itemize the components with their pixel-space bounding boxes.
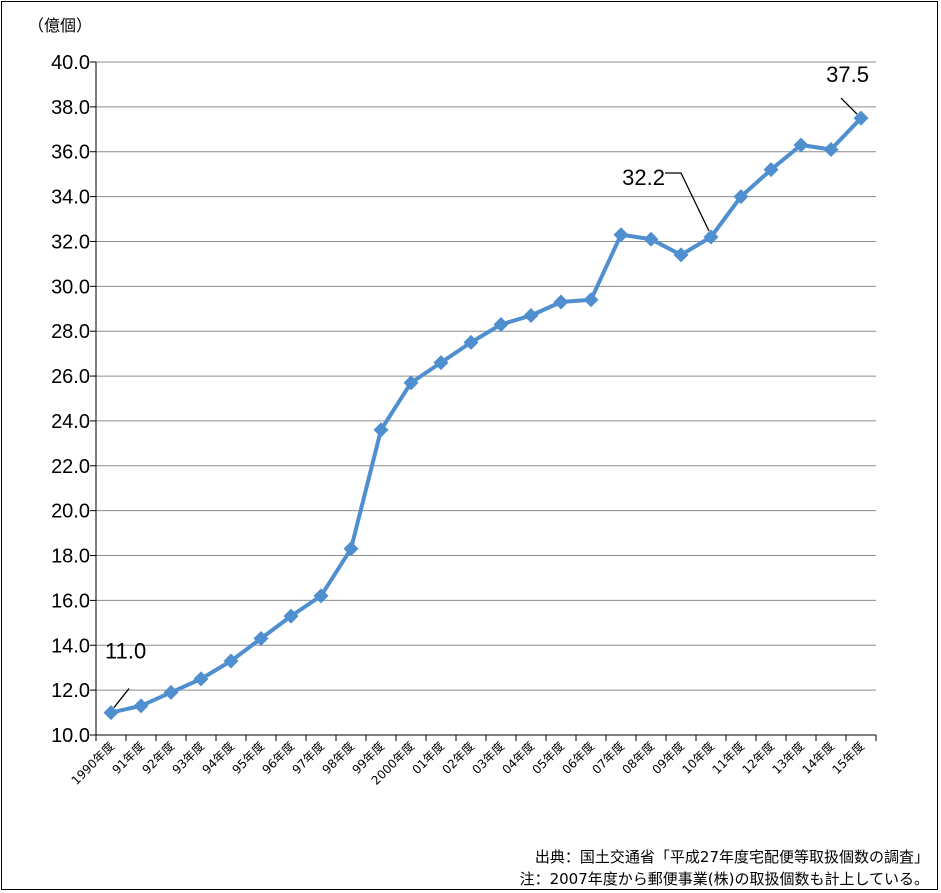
data-point-marker bbox=[553, 294, 569, 310]
x-tick-label: 97年度 bbox=[289, 739, 327, 777]
x-tick-label: 09年度 bbox=[649, 739, 687, 777]
data-point-marker bbox=[703, 229, 719, 245]
data-label: 37.5 bbox=[826, 62, 869, 87]
data-point-marker bbox=[823, 141, 839, 157]
y-tick-label: 26.0 bbox=[51, 366, 90, 388]
data-series bbox=[103, 110, 869, 721]
data-point-marker bbox=[523, 307, 539, 323]
x-tick-label: 93年度 bbox=[169, 739, 207, 777]
data-point-marker bbox=[133, 698, 149, 714]
data-point-marker bbox=[643, 231, 659, 247]
x-tick-label: 13年度 bbox=[769, 739, 807, 777]
data-point-marker bbox=[673, 247, 689, 263]
data-point-marker bbox=[313, 588, 329, 604]
gridlines bbox=[96, 61, 876, 691]
data-point-marker bbox=[223, 653, 239, 669]
y-axis-ticks: 10.0 12.0 14.0 16.0 18.0 20.0 22.0 24.0 26.0 28.0… bbox=[51, 52, 96, 747]
x-tick-label: 96年度 bbox=[259, 739, 297, 777]
data-point-marker bbox=[613, 227, 629, 243]
y-tick-label: 38.0 bbox=[51, 97, 90, 119]
x-tick-label: 94年度 bbox=[199, 739, 237, 777]
annotation-leader bbox=[113, 688, 130, 708]
x-tick-label: 02年度 bbox=[439, 739, 477, 777]
data-point-marker bbox=[163, 684, 179, 700]
x-tick-label: 11年度 bbox=[709, 739, 747, 777]
x-axis-ticks: 1990年度91年度92年度93年度94年度95年度96年度97年度98年度99… bbox=[68, 735, 877, 788]
data-point-marker bbox=[493, 316, 509, 332]
x-tick-label: 03年度 bbox=[469, 739, 507, 777]
data-point-marker bbox=[433, 355, 449, 371]
x-tick-label: 92年度 bbox=[139, 739, 177, 777]
annotation-leader bbox=[840, 97, 858, 115]
data-point-marker bbox=[583, 292, 599, 308]
y-tick-label: 24.0 bbox=[51, 411, 90, 433]
series-line bbox=[110, 116, 863, 715]
data-point-marker bbox=[343, 541, 359, 557]
y-tick-label: 10.0 bbox=[51, 725, 90, 747]
x-tick-label: 15年度 bbox=[829, 739, 867, 777]
data-point-marker bbox=[463, 334, 479, 350]
data-point-marker bbox=[103, 705, 119, 721]
x-tick-label: 98年度 bbox=[319, 739, 357, 777]
y-tick-label: 22.0 bbox=[51, 456, 90, 478]
y-tick-label: 30.0 bbox=[51, 276, 90, 298]
data-point-marker bbox=[853, 110, 869, 126]
y-tick-label: 32.0 bbox=[51, 231, 90, 253]
data-point-marker bbox=[373, 422, 389, 438]
data-point-marker bbox=[763, 162, 779, 178]
y-tick-label: 18.0 bbox=[51, 546, 90, 568]
x-tick-label: 06年度 bbox=[559, 739, 597, 777]
data-point-marker bbox=[733, 189, 749, 205]
x-tick-label: 07年度 bbox=[589, 739, 627, 777]
x-tick-label: 04年度 bbox=[499, 739, 537, 777]
data-label: 32.2 bbox=[622, 165, 665, 190]
y-tick-label: 34.0 bbox=[51, 187, 90, 209]
data-point-marker bbox=[793, 137, 809, 153]
y-tick-label: 12.0 bbox=[51, 680, 90, 702]
y-tick-label: 40.0 bbox=[51, 52, 90, 74]
data-point-marker bbox=[283, 608, 299, 624]
annotation-leader bbox=[665, 172, 710, 232]
y-tick-label: 16.0 bbox=[51, 590, 90, 612]
y-tick-label: 14.0 bbox=[51, 635, 90, 657]
footnote: 注：2007年度から郵便事業(株)の取扱個数も計上している。 bbox=[519, 870, 929, 888]
x-tick-label: 91年度 bbox=[109, 739, 147, 777]
x-tick-label: 14年度 bbox=[799, 739, 837, 777]
data-point-marker bbox=[403, 375, 419, 391]
y-tick-label: 20.0 bbox=[51, 501, 90, 523]
x-tick-label: 95年度 bbox=[229, 739, 267, 777]
data-point-marker bbox=[253, 631, 269, 647]
data-annotations: 11.0 32.2 37.5 bbox=[105, 62, 869, 708]
y-tick-label: 36.0 bbox=[51, 142, 90, 164]
x-tick-label: 10年度 bbox=[679, 739, 717, 777]
x-tick-label: 08年度 bbox=[619, 739, 657, 777]
axes bbox=[95, 62, 876, 736]
y-tick-label: 28.0 bbox=[51, 321, 90, 343]
x-tick-label: 01年度 bbox=[409, 739, 447, 777]
data-label: 11.0 bbox=[105, 639, 146, 664]
source-note: 出典：国土交通省「平成27年度宅配便等取扱個数の調査」 bbox=[534, 848, 929, 866]
x-tick-label: 12年度 bbox=[739, 739, 777, 777]
x-tick-label: 05年度 bbox=[529, 739, 567, 777]
data-point-marker bbox=[193, 671, 209, 687]
y-axis-unit-label: （億個） bbox=[28, 16, 93, 35]
